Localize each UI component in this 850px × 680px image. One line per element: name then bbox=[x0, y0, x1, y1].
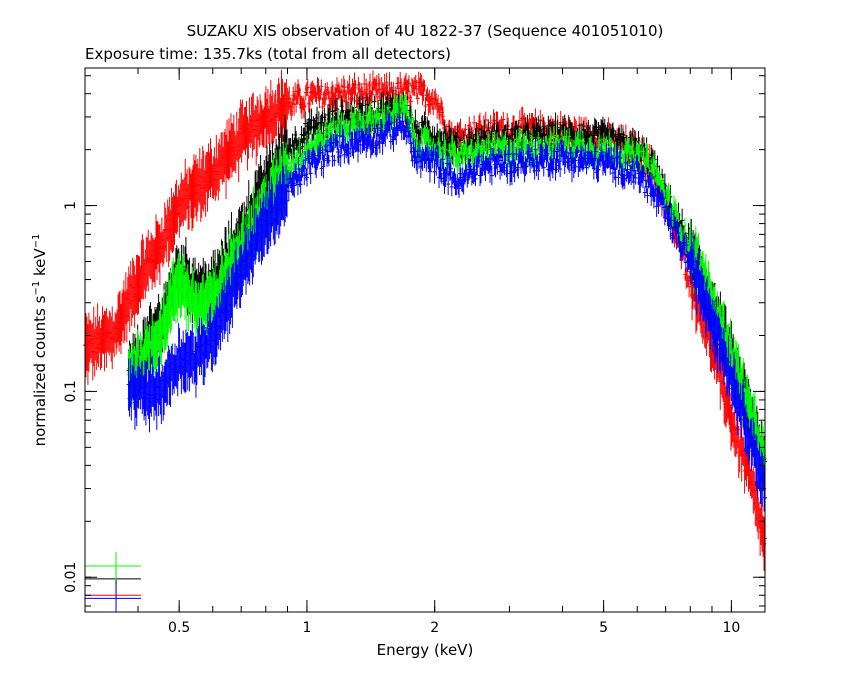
data-layer bbox=[83, 69, 767, 612]
chart-title: SUZAKU XIS observation of 4U 1822-37 (Se… bbox=[186, 22, 664, 40]
series-3 bbox=[85, 105, 767, 612]
chart-subtitle: Exposure time: 135.7ks (total from all d… bbox=[85, 45, 452, 63]
